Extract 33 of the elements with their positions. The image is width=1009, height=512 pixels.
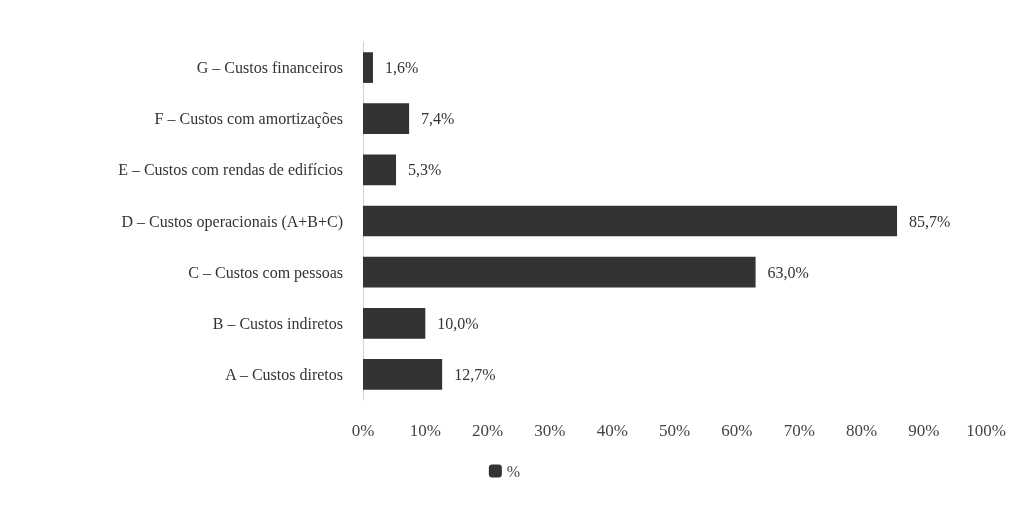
bar <box>363 52 373 83</box>
y-tick-label: E – Custos com rendas de edifícios <box>118 161 343 179</box>
bar <box>363 154 397 186</box>
bar <box>363 205 898 237</box>
x-tick-label: 30% <box>534 421 566 440</box>
data-label: 5,3% <box>408 161 442 179</box>
x-tick-label: 100% <box>966 421 1007 440</box>
bar <box>363 307 426 339</box>
bar <box>363 256 756 288</box>
data-label: 12,7% <box>454 365 496 383</box>
data-label: 1,6% <box>384 59 419 77</box>
x-tick-label: 90% <box>908 421 940 440</box>
x-tick-label: 40% <box>596 421 628 440</box>
y-tick-label: A – Custos diretos <box>225 365 343 383</box>
x-tick-label: 80% <box>845 421 878 440</box>
bar <box>363 359 443 390</box>
y-tick-label: C – Custos com pessoas <box>188 263 343 282</box>
y-tick-label: G – Custos financeiros <box>196 59 343 77</box>
bar <box>363 103 410 135</box>
x-tick-label: 0% <box>351 421 375 440</box>
data-label: 10,0% <box>437 314 479 332</box>
data-label: 7,4% <box>421 110 455 128</box>
y-tick-label: B – Custos indiretos <box>212 314 343 332</box>
x-tick-label: 60% <box>721 421 753 440</box>
x-tick-label: 50% <box>659 421 691 440</box>
x-tick-label: 20% <box>472 421 504 440</box>
y-tick-label: D – Custos operacionais (A+B+C) <box>121 212 343 231</box>
y-tick-label: F – Custos com amortizações <box>154 110 343 129</box>
data-label: 85,7% <box>909 212 951 230</box>
x-tick-label: 70% <box>783 421 815 440</box>
legend-label: % <box>506 462 521 480</box>
data-label: 63,0% <box>767 263 809 281</box>
x-tick-label: 10% <box>409 421 441 440</box>
